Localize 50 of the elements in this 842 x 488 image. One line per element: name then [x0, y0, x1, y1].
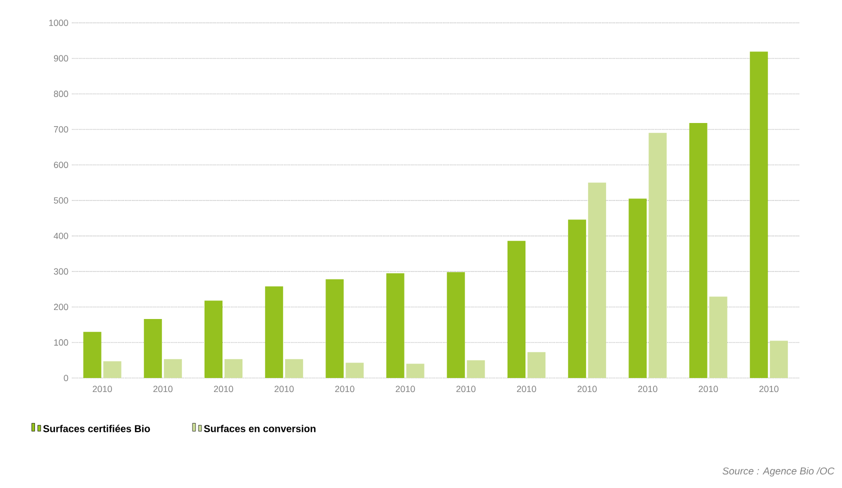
x-tick-label: 2010 [274, 386, 294, 392]
bar [750, 52, 768, 378]
bar [628, 198, 647, 378]
y-tick-label: 200 [54, 304, 68, 310]
y-tick-label: 100 [54, 339, 68, 346]
bar [386, 273, 404, 378]
y-tick-label: 0 [64, 374, 68, 382]
bar [770, 340, 788, 378]
x-tick-label: 2010 [153, 386, 173, 392]
bar [265, 286, 284, 378]
y-tick-label: 900 [54, 55, 68, 62]
y-tick-label: 600 [54, 162, 68, 168]
x-tick-label: 2010 [516, 386, 536, 392]
x-tick-label: 2010 [638, 386, 658, 392]
x-tick-label: 2010 [759, 386, 778, 392]
bar [588, 182, 606, 378]
bar [568, 220, 586, 378]
bar [326, 279, 344, 378]
x-tick-label: 2010 [335, 386, 354, 392]
bar [285, 359, 304, 378]
y-tick-label: 700 [54, 126, 68, 133]
bar [204, 300, 222, 378]
bar [527, 352, 546, 378]
bar [83, 332, 102, 378]
x-tick-label: 2010 [92, 386, 112, 392]
y-tick-label: 500 [54, 197, 68, 204]
legend-label: Surfaces en conversion [204, 424, 316, 432]
bar [446, 272, 465, 378]
bar [346, 362, 364, 378]
x-tick-label: 2010 [396, 386, 415, 392]
bar [224, 359, 242, 378]
bar [709, 296, 728, 378]
y-tick-label: 800 [54, 90, 68, 98]
source-note: Source : Agence Bio /OC [722, 467, 835, 476]
bar [507, 240, 526, 378]
x-tick-label: 2010 [578, 386, 597, 392]
bar [164, 359, 182, 378]
bar [466, 360, 485, 378]
bar [648, 132, 667, 378]
legend-label: Surfaces certifiées Bio [43, 424, 150, 432]
y-tick-label: 1000 [49, 20, 68, 26]
y-tick-label: 300 [54, 268, 68, 275]
bar [144, 319, 162, 378]
x-tick-label: 2010 [698, 386, 718, 392]
x-tick-label: 2010 [456, 386, 476, 392]
bar [406, 364, 424, 378]
bar [103, 361, 122, 378]
y-tick-label: 400 [54, 232, 68, 240]
x-tick-label: 2010 [214, 386, 234, 392]
bar [689, 122, 708, 378]
